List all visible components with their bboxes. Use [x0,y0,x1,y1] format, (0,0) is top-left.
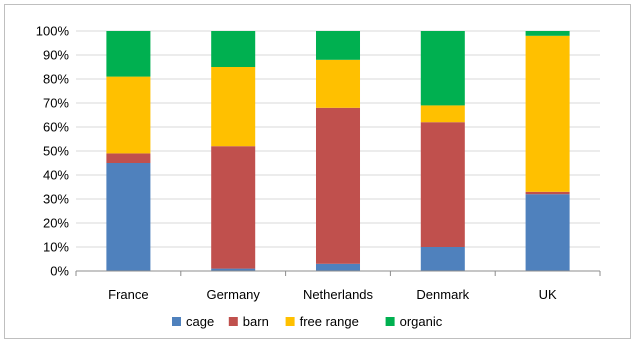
y-tick-label: 20% [43,216,69,231]
x-tick-label: Netherlands [303,287,374,302]
legend: cage barn free range organic [172,314,443,329]
bar-france-free-range [106,76,151,154]
x-tick-label: UK [539,287,557,302]
y-tick-label: 40% [43,168,69,183]
bar-germany-free-range [211,67,256,147]
legend-label: organic [400,314,443,329]
bar-denmark-free-range [420,105,465,123]
bar-netherlands-barn [315,107,361,264]
bar-denmark-barn [420,122,465,247]
legend-swatch [285,317,295,326]
y-tick-label: 100% [36,24,70,39]
legend-label: cage [186,314,214,329]
y-tick-label: 70% [43,96,69,111]
y-tick-label: 90% [43,48,69,63]
x-tick-label: France [108,287,148,302]
bar-uk-cage [525,194,570,271]
bar-denmark-cage [420,247,465,271]
bar-france-barn [106,153,151,163]
legend-label: barn [243,314,269,329]
y-axis-ticks: 0% 10% 20% 30% 40% 50% 60% 70% 80% 90% 100% [36,24,70,279]
x-tick-label: Denmark [416,287,469,302]
legend-swatch [385,317,395,326]
x-tick-label: Germany [206,287,260,302]
bar-netherlands-organic [315,31,361,60]
bar-netherlands-cage [315,263,361,271]
bar-france-cage [106,163,151,271]
y-tick-label: 60% [43,120,69,135]
y-tick-label: 80% [43,72,69,87]
bar-germany-organic [211,31,256,67]
x-axis [75,270,601,276]
y-tick-label: 0% [50,264,69,279]
bar-netherlands-free-range [315,59,361,108]
bar-germany-cage [211,268,256,271]
x-axis-ticks: France Germany Netherlands Denmark UK [108,287,557,302]
legend-swatch [172,317,181,326]
bar-france-organic [106,31,151,77]
bars [106,31,570,271]
bar-uk-free-range [525,35,570,192]
bar-uk-organic [525,31,570,36]
legend-label: free range [300,314,359,329]
y-tick-label: 30% [43,192,69,207]
bar-uk-barn [525,191,570,195]
bar-denmark-organic [420,31,465,106]
bar-germany-barn [211,146,256,269]
y-tick-label: 10% [43,240,69,255]
y-tick-label: 50% [43,144,69,159]
legend-swatch [228,317,238,326]
